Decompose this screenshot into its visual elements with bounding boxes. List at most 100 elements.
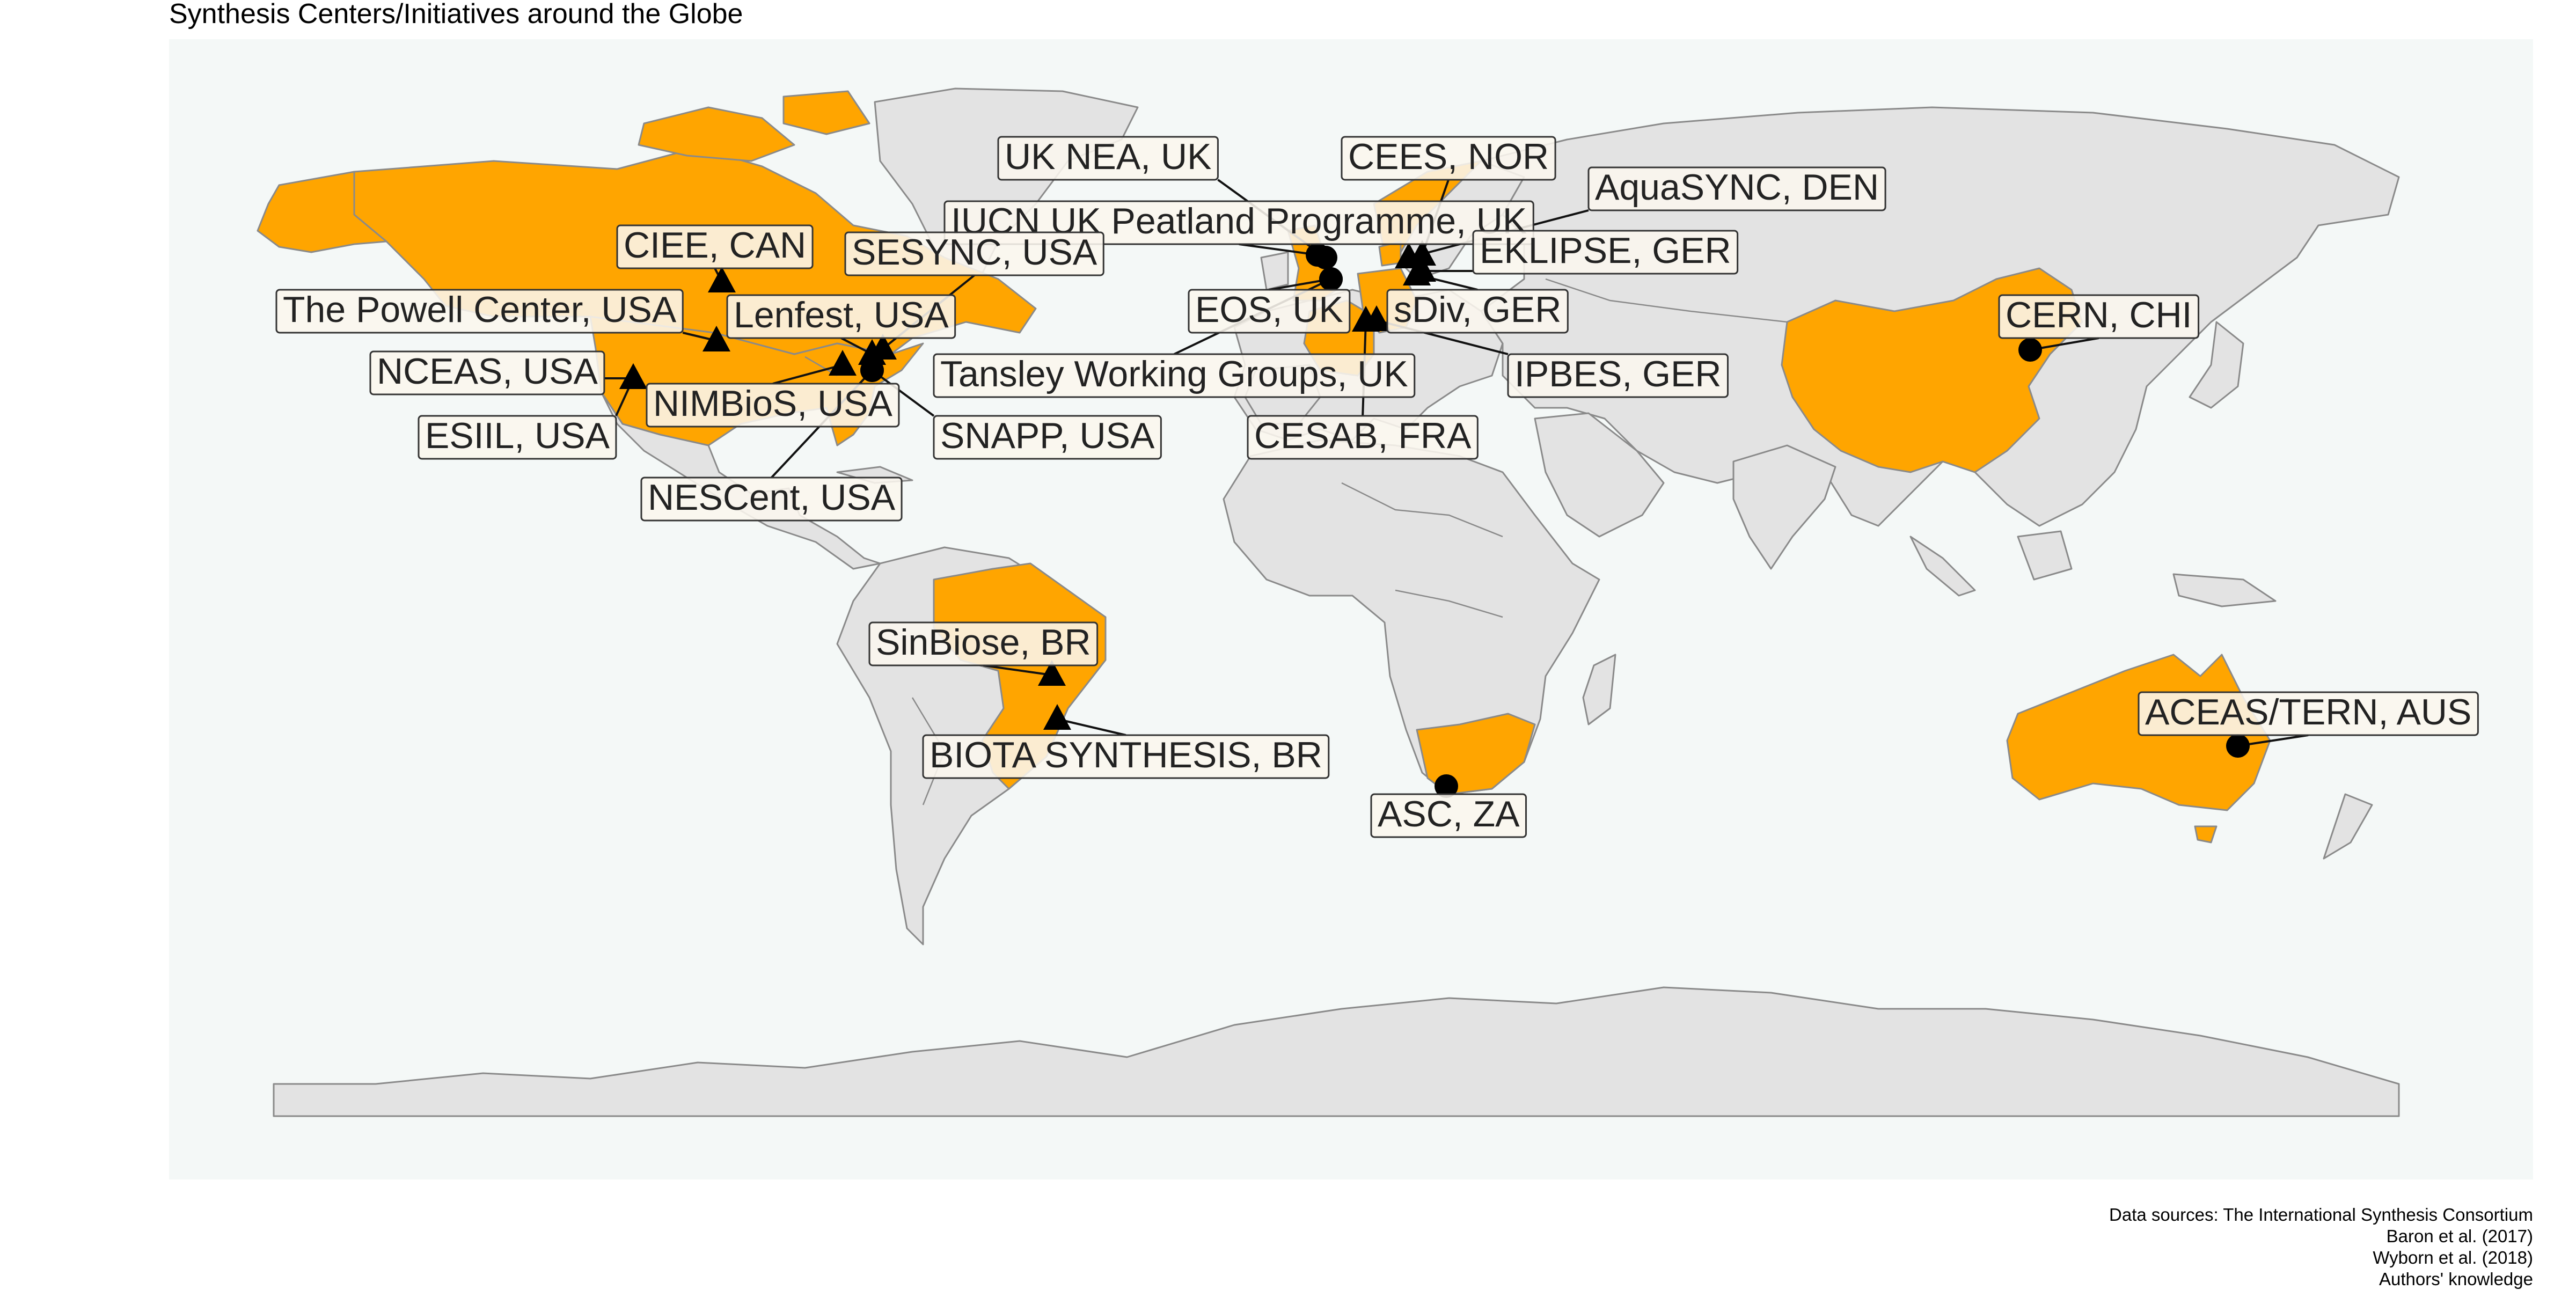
center-label: CESAB, FRA (1247, 415, 1479, 460)
borneo (2017, 530, 2073, 581)
border-line (1395, 589, 1503, 618)
leader-line (983, 664, 1052, 676)
label-text: EKLIPSE, GER (1480, 230, 1731, 271)
center-label: UK NEA, UK (997, 136, 1219, 181)
center-label: EKLIPSE, GER (1472, 230, 1739, 275)
circle-marker[interactable] (2226, 734, 2250, 758)
circle-marker[interactable] (1319, 267, 1343, 291)
source-line: Authors' knowledge (2379, 1269, 2533, 1289)
center-label: Tansley Working Groups, UK (933, 353, 1416, 398)
japan (2189, 321, 2244, 409)
label-box (933, 353, 1416, 398)
sumatra (1909, 536, 1976, 597)
label-text: CIEE, CAN (624, 225, 806, 266)
label-box (275, 289, 684, 334)
center-label: NCEAS, USA (369, 350, 605, 395)
label-box (1247, 415, 1479, 460)
label-box (844, 231, 1104, 276)
alaska (257, 171, 387, 253)
arctic-islands-2 (782, 90, 870, 135)
tasmania (2194, 825, 2218, 844)
center-label: ASC, ZA (1370, 793, 1527, 838)
center-label: SinBiose, BR (868, 621, 1099, 666)
label-text: SinBiose, BR (876, 622, 1091, 663)
leader-line (1057, 718, 1126, 736)
circle-marker[interactable] (1306, 243, 1329, 267)
triangle-marker[interactable] (1403, 260, 1431, 285)
label-box (369, 350, 605, 395)
circle-marker[interactable] (1435, 774, 1458, 798)
label-box (418, 415, 617, 460)
label-text: ASC, ZA (1378, 794, 1520, 834)
label-text: SESYNC, USA (852, 232, 1097, 273)
triangle-marker[interactable] (702, 326, 730, 351)
triangle-marker[interactable] (858, 339, 886, 365)
center-label: SESYNC, USA (844, 231, 1104, 276)
center-label: Lenfest, USA (726, 294, 956, 339)
triangle-marker[interactable] (829, 350, 857, 376)
center-label: IPBES, GER (1507, 353, 1729, 398)
label-text: UK NEA, UK (1005, 136, 1211, 177)
label-box (868, 621, 1099, 666)
label-text: EOS, UK (1195, 289, 1343, 330)
label-text: sDiv, GER (1394, 289, 1561, 330)
madagascar (1582, 654, 1616, 725)
center-label: SNAPP, USA (933, 415, 1162, 460)
label-text: BIOTA SYNTHESIS, BR (930, 735, 1322, 775)
label-box (1472, 230, 1739, 275)
label-text: AquaSYNC, DEN (1595, 167, 1879, 208)
arabia (1534, 412, 1665, 538)
center-label: AquaSYNC, DEN (1587, 166, 1886, 211)
center-label: CERN, CHI (1998, 294, 2200, 339)
label-text: CEES, NOR (1348, 136, 1549, 177)
circle-marker[interactable] (2018, 338, 2042, 362)
antarctica (273, 986, 2400, 1117)
label-text: SNAPP, USA (940, 415, 1155, 456)
triangle-marker[interactable] (1038, 660, 1066, 686)
label-box (933, 415, 1162, 460)
triangle-marker[interactable] (619, 363, 647, 389)
label-box (1507, 353, 1729, 398)
label-box (1587, 166, 1886, 211)
label-text: CESAB, FRA (1254, 415, 1472, 456)
triangle-marker[interactable] (1352, 306, 1380, 332)
leader-line (871, 369, 935, 417)
leader-line (1239, 243, 1318, 256)
label-text: ESIIL, USA (425, 415, 610, 456)
label-text: IPBES, GER (1514, 354, 1721, 394)
map-title: Synthesis Centers/Initiatives around the… (169, 0, 743, 30)
ireland (1260, 251, 1289, 291)
label-box (997, 136, 1219, 181)
center-label: NESCent, USA (640, 477, 903, 522)
triangle-marker[interactable] (708, 267, 736, 292)
label-box (726, 294, 956, 339)
circle-marker[interactable] (860, 358, 884, 382)
label-text: Tansley Working Groups, UK (940, 354, 1408, 394)
label-text: Lenfest, USA (734, 295, 949, 335)
india (1732, 444, 1836, 570)
label-box (1341, 136, 1556, 181)
label-box (1188, 289, 1351, 334)
center-label: CEES, NOR (1341, 136, 1556, 181)
label-box (640, 477, 903, 522)
sources-note: Data sources: The International Synthesi… (2109, 1204, 2533, 1290)
border-line (1341, 482, 1503, 538)
land-layer (257, 87, 2400, 1117)
triangle-marker[interactable] (1043, 704, 1071, 730)
label-text: NESCent, USA (648, 477, 896, 518)
new-zealand (2323, 793, 2373, 860)
label-box (616, 224, 814, 269)
label-text: NIMBioS, USA (653, 383, 893, 424)
south-africa (1416, 713, 1536, 795)
center-label: EOS, UK (1188, 289, 1351, 334)
label-text: CERN, CHI (2006, 295, 2192, 335)
leader-line (772, 364, 843, 385)
new-guinea (2172, 573, 2277, 607)
label-text: NCEAS, USA (377, 351, 598, 392)
arctic-islands (638, 106, 795, 162)
label-box (1386, 289, 1569, 334)
label-box (1370, 793, 1527, 838)
label-box (2138, 691, 2479, 736)
